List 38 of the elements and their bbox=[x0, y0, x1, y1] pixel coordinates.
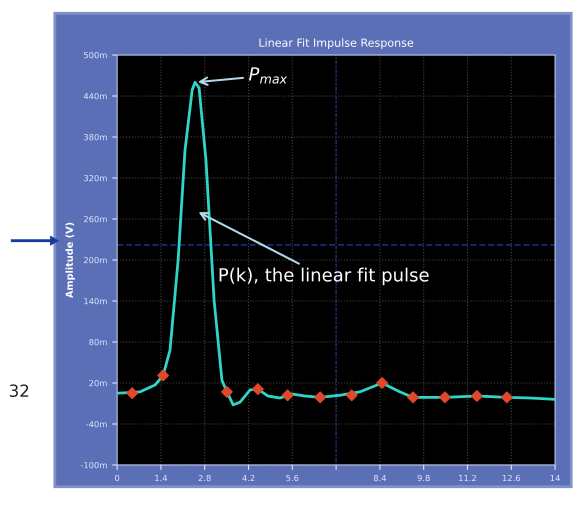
y-tick-label: 500m bbox=[84, 52, 107, 58]
annotation: P(k), the linear fit pulse bbox=[220, 268, 429, 286]
x-tick-label: 1.4 bbox=[155, 474, 168, 482]
y-tick-label: -40m bbox=[86, 420, 107, 428]
point bbox=[439, 391, 451, 404]
point bbox=[221, 386, 233, 398]
y-tick-label: 260m bbox=[84, 216, 107, 222]
point bbox=[314, 391, 326, 404]
y-tick-label: 440m bbox=[84, 92, 107, 100]
chart-title: Linear Fit Impulse Response bbox=[259, 38, 414, 49]
x-tick-label: 12.6 bbox=[502, 474, 520, 482]
x-tick-label: 0 bbox=[115, 474, 120, 482]
y-tick-label: -100m bbox=[80, 462, 107, 468]
point bbox=[470, 390, 483, 402]
point bbox=[282, 389, 294, 402]
point bbox=[157, 370, 170, 382]
y-axis-title: Amplitude (V) bbox=[65, 222, 75, 298]
y-tick-label: 20m bbox=[89, 380, 107, 386]
y-tick-label: 200m bbox=[84, 256, 107, 264]
x-tick-label: 14 bbox=[550, 474, 560, 482]
x-tick-label: 8.4 bbox=[374, 474, 386, 482]
text: 32 bbox=[10, 384, 28, 397]
x-tick-label: 5.6 bbox=[286, 474, 298, 482]
y-tick-label: 140m bbox=[84, 298, 107, 304]
point bbox=[252, 383, 264, 396]
point bbox=[126, 387, 138, 400]
x-tick-label: 11.2 bbox=[459, 474, 476, 482]
x-tick-label: 2.8 bbox=[198, 474, 211, 482]
point bbox=[376, 377, 388, 389]
x-tick-label: 4.2 bbox=[242, 474, 254, 482]
y-tick-label: 320m bbox=[84, 174, 107, 182]
x-tick-label: 9.8 bbox=[418, 474, 430, 482]
y-tick-label: 80m bbox=[89, 338, 107, 346]
point bbox=[501, 391, 513, 404]
y-tick-label: 380m bbox=[84, 134, 107, 140]
point bbox=[346, 389, 358, 402]
annotation: P$_{max}$ bbox=[249, 67, 288, 84]
point bbox=[407, 391, 419, 404]
